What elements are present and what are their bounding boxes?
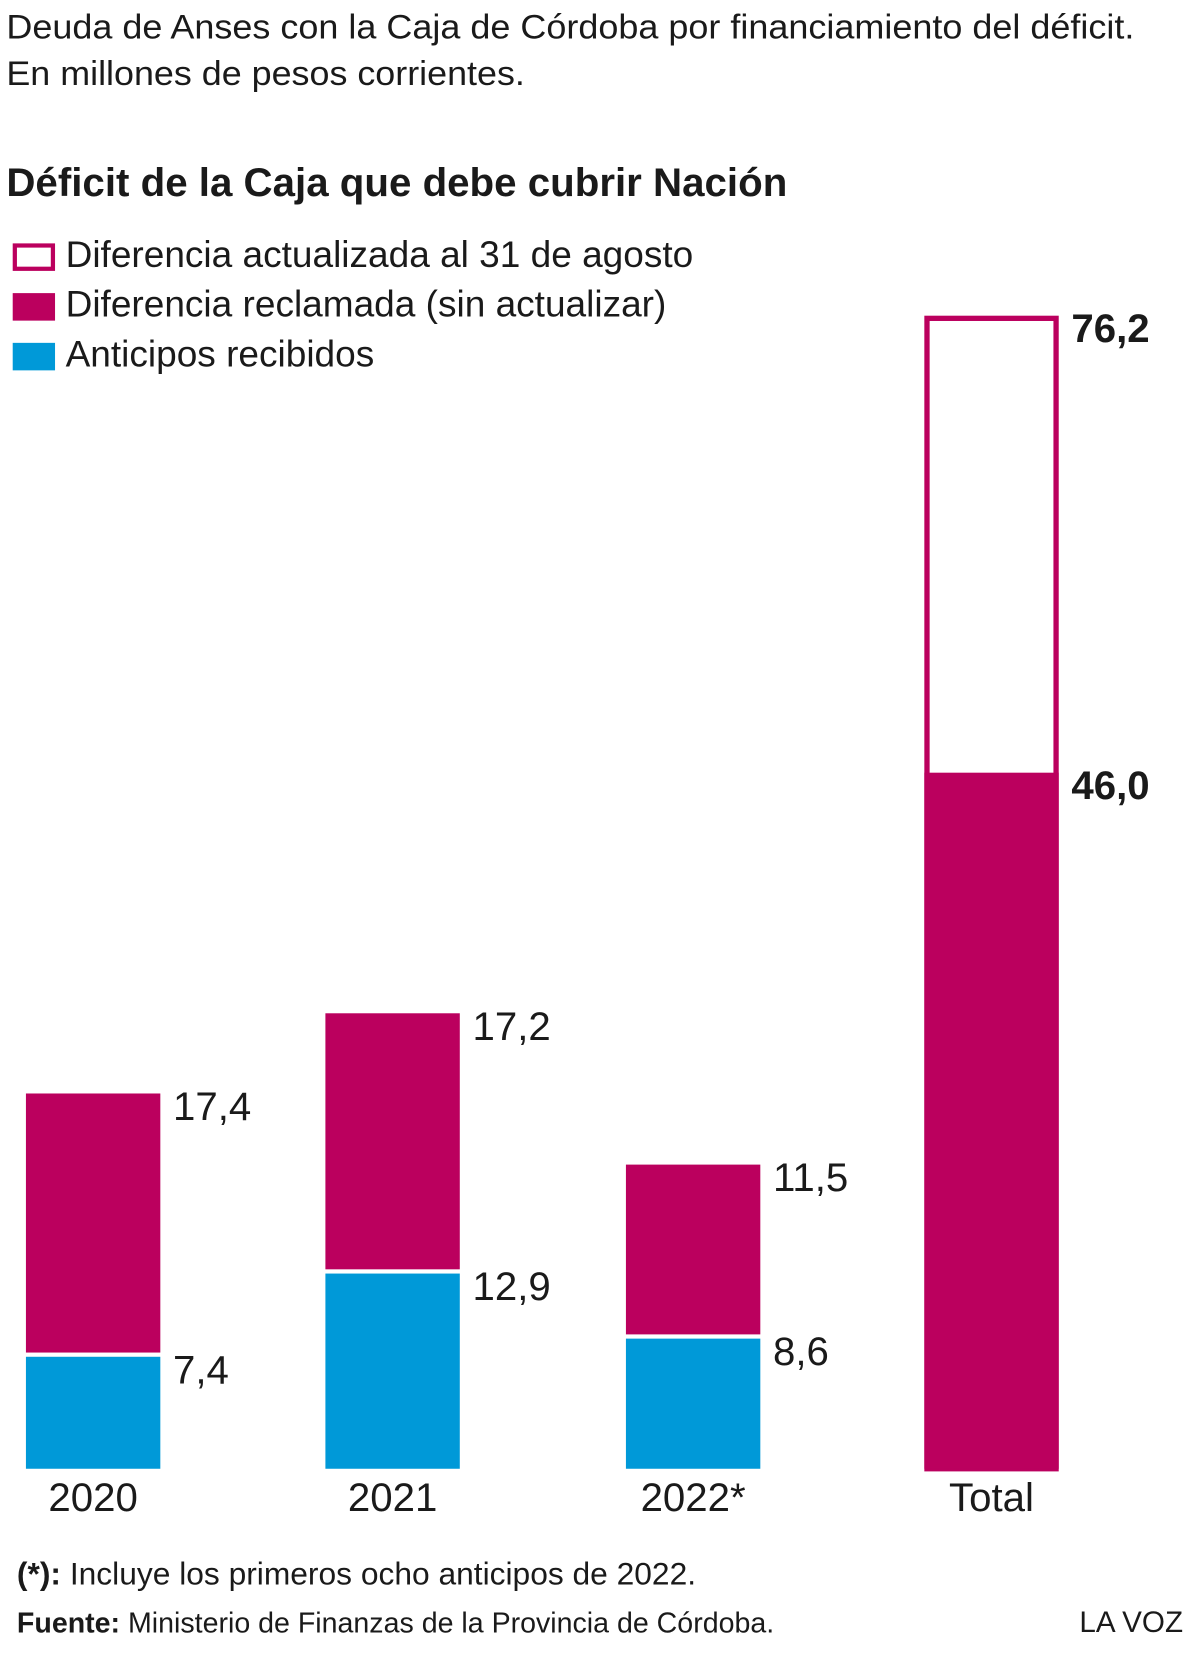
bar-segment [625,1338,761,1469]
note-label: Fuente: [17,1607,120,1639]
legend-label: Diferencia reclamada (sin actualizar) [66,283,667,325]
legend-label: Diferencia actualizada al 31 de agosto [66,233,694,275]
bar-segment [325,1013,460,1270]
note-label: (*): [17,1556,61,1592]
x-tick-label: 2021 [348,1475,437,1520]
x-tick-label: 2020 [48,1475,137,1520]
chart-subtitle: En millones de pesos corrientes. [6,55,525,93]
bar-segment [25,1356,161,1469]
note: Fuente: Ministerio de Finanzas de la Pro… [17,1607,774,1639]
chart-heading: Déficit de la Caja que debe cubrir Nació… [6,160,787,205]
value-label: 11,5 [773,1155,848,1200]
value-label: 7,4 [173,1347,229,1392]
legend-swatch [12,342,56,371]
value-label: 46,0 [1071,763,1149,808]
note: (*): Incluye los primeros ocho anticipos… [17,1556,696,1592]
value-label: 76,2 [1071,306,1149,351]
note-text: Incluye los primeros ocho anticipos de 2… [70,1556,696,1592]
legend-swatch [12,293,56,321]
value-label: 17,2 [472,1004,550,1049]
note-text: Ministerio de Finanzas de la Provincia d… [128,1607,774,1639]
bar-segment [625,1164,761,1335]
x-tick-label: Total [949,1475,1034,1520]
value-label: 8,6 [773,1329,829,1374]
bar-segment [25,1093,161,1353]
bar-segment [325,1273,460,1469]
bar-segment [924,772,1059,1469]
value-label: 17,4 [173,1084,251,1129]
value-label: 12,9 [472,1264,550,1309]
legend-label: Anticipos recibidos [66,332,375,374]
legend-swatch [12,243,56,271]
chart-title: Deuda de Anses con la Caja de Córdoba po… [6,9,1134,47]
x-tick-label: 2022* [641,1475,746,1520]
credit: LA VOZ [1079,1606,1183,1639]
